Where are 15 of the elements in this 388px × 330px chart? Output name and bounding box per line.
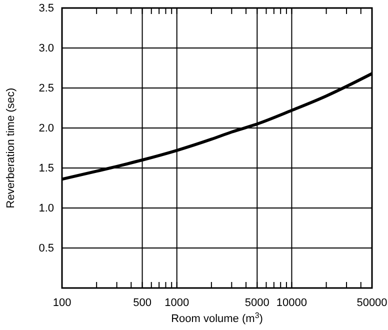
- y-axis-title: Reverberation time (sec): [5, 88, 17, 208]
- y-tick-label: 2.0: [38, 122, 54, 135]
- y-tick-label: 1.0: [38, 202, 54, 215]
- x-axis-title: Room volume (m$^{3}$): [171, 310, 263, 325]
- x-tick-label: 10000: [276, 296, 308, 309]
- y-tick-label: 0.5: [38, 242, 54, 255]
- y-tick-label: 3.5: [38, 2, 54, 15]
- x-tick-label: 5000: [244, 296, 270, 309]
- x-tick-label: 1000: [164, 296, 190, 309]
- x-tick-label: 50000: [356, 296, 388, 309]
- y-tick-label: 2.5: [38, 82, 54, 95]
- y-tick-label: 1.5: [38, 162, 54, 175]
- y-tick-label: 3.0: [38, 42, 54, 55]
- x-tick-label: 500: [133, 296, 152, 309]
- x-tick-label: 100: [52, 296, 72, 309]
